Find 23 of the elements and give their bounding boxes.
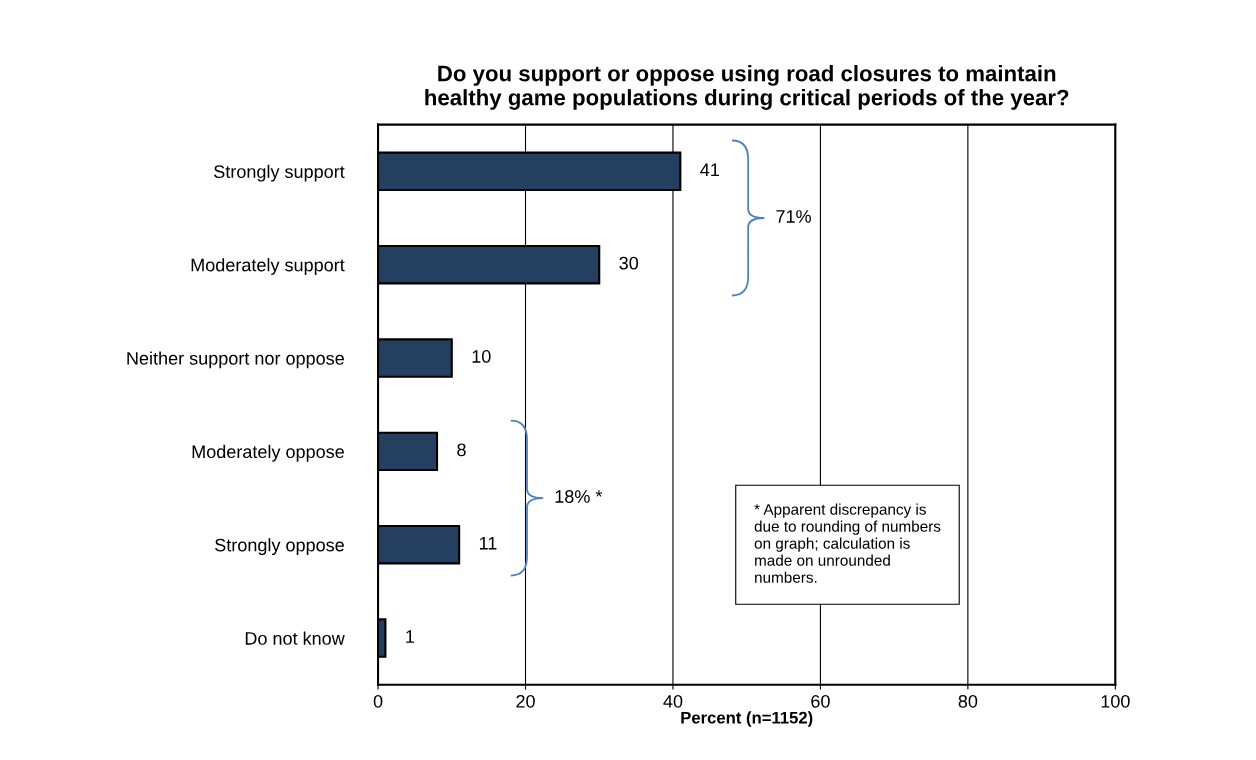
- x-axis-title: Percent (n=1152): [681, 711, 813, 727]
- x-tick-label: 80: [958, 694, 978, 708]
- y-tick-label: Moderately oppose: [192, 444, 344, 462]
- annotation: 18% *: [555, 490, 603, 503]
- data-label: 10: [472, 350, 491, 363]
- data-label: 1: [406, 630, 415, 643]
- data-label: 11: [479, 536, 497, 550]
- chart-title: Do you support or oppose using road closures to maintain healthy game populations during critical periods of the year?: [425, 65, 1069, 110]
- x-tick-label: 100: [1101, 694, 1130, 708]
- x-tick-label: 60: [811, 694, 830, 708]
- annotation: 71%: [776, 210, 811, 223]
- x-tick-label: 0: [373, 694, 383, 708]
- data-label: 8: [457, 443, 466, 457]
- x-tick-label: 20: [516, 694, 535, 708]
- y-tick-label: Strongly support: [214, 164, 345, 182]
- y-tick-label: Strongly oppose: [215, 538, 344, 556]
- data-label: 41: [700, 163, 719, 176]
- y-tick-label: Moderately support: [191, 258, 345, 275]
- data-label: 30: [619, 256, 639, 270]
- y-tick-label: Do not know: [245, 631, 345, 645]
- annotation: * Apparent discrepancy is due to rounding of numbers on graph; calculation is made on unrounded numbers.: [754, 503, 941, 583]
- x-tick-label: 40: [663, 694, 683, 708]
- y-tick-label: Neither support nor oppose: [127, 351, 344, 369]
